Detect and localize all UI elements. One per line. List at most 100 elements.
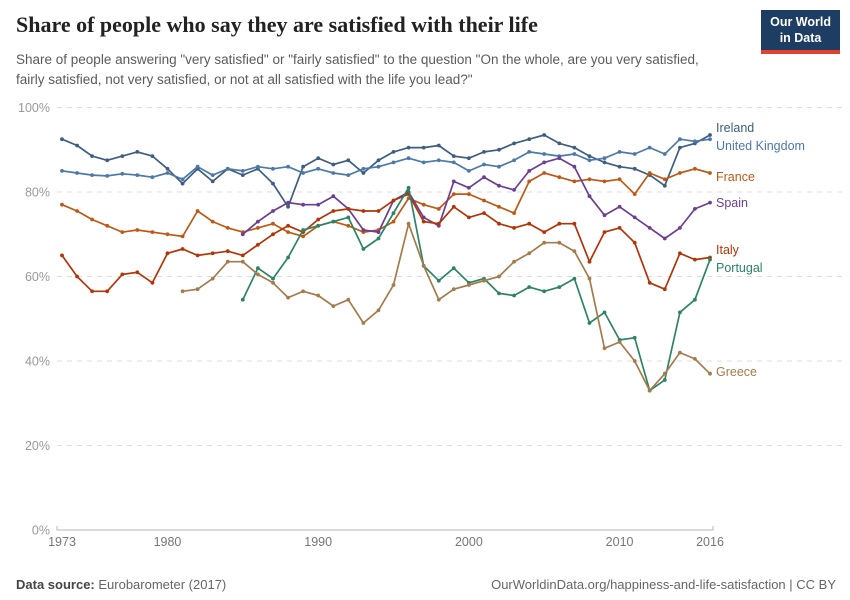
series-point-greece <box>451 287 456 292</box>
series-point-united-kingdom <box>602 156 607 161</box>
series-point-united-kingdom <box>165 171 170 175</box>
series-point-ireland <box>286 204 290 209</box>
series-point-united-kingdom <box>376 164 381 169</box>
y-tick-label-80: 80% <box>25 186 50 200</box>
series-point-greece <box>693 357 697 361</box>
chart-subtitle: Share of people answering "very satisfie… <box>16 52 699 88</box>
y-tick-label-100: 100% <box>18 101 50 115</box>
data-source-value: Eurobarometer (2017) <box>94 577 227 592</box>
series-point-united-kingdom <box>240 169 245 173</box>
series-point-portugal <box>708 257 712 262</box>
series-point-united-kingdom <box>647 145 652 150</box>
series-point-ireland <box>557 141 562 146</box>
series-point-spain <box>647 226 652 230</box>
series-point-ireland <box>527 137 532 142</box>
series-point-portugal <box>632 335 637 340</box>
series-point-portugal <box>240 297 245 302</box>
series-point-ireland <box>572 145 577 150</box>
series-point-spain <box>316 202 321 207</box>
series-label-france[interactable]: France <box>716 170 755 184</box>
series-point-france <box>391 219 396 224</box>
x-tick-label-1980: 1980 <box>154 535 182 549</box>
series-point-france <box>662 177 667 182</box>
credit-link[interactable]: OurWorldinData.org/happiness-and-life-sa… <box>491 577 836 592</box>
series-label-united-kingdom[interactable]: United Kingdom <box>716 139 805 153</box>
series-point-spain <box>587 194 592 199</box>
series-point-france <box>497 204 501 209</box>
series-point-portugal <box>361 247 366 251</box>
series-point-italy <box>451 204 456 209</box>
series-point-united-kingdom <box>195 164 200 169</box>
series-point-greece <box>632 359 637 363</box>
series-line-spain[interactable] <box>242 157 711 240</box>
series-point-united-kingdom <box>286 164 290 169</box>
series-point-united-kingdom <box>135 173 140 178</box>
series-label-portugal[interactable]: Portugal <box>716 261 763 275</box>
series-point-ireland <box>406 145 411 150</box>
series-point-greece <box>527 251 532 256</box>
owid-logo-line1: Our World <box>770 15 831 29</box>
series-point-france <box>451 192 456 197</box>
series-point-spain <box>286 200 290 205</box>
series-point-ireland <box>617 164 622 169</box>
series-point-greece <box>391 283 396 287</box>
series-line-greece[interactable] <box>182 222 711 392</box>
series-point-portugal <box>678 310 682 315</box>
series-point-greece <box>678 350 682 355</box>
series-point-portugal <box>602 310 607 315</box>
series-point-italy <box>120 272 125 277</box>
series-point-france <box>301 234 305 239</box>
series-point-ireland <box>331 162 336 167</box>
data-source-label: Data source: <box>16 577 95 592</box>
series-point-spain <box>482 175 486 180</box>
series-point-italy <box>180 247 185 251</box>
series-point-united-kingdom <box>120 171 125 176</box>
series-label-greece[interactable]: Greece <box>716 365 757 379</box>
series-line-united-kingdom[interactable] <box>61 138 711 181</box>
series-point-italy <box>632 240 637 245</box>
series-point-spain <box>617 204 622 209</box>
series-point-greece <box>180 289 185 294</box>
series-point-united-kingdom <box>482 162 486 167</box>
series-point-italy <box>647 280 652 285</box>
series-point-united-kingdom <box>572 152 577 156</box>
owid-logo[interactable]: Our World in Data <box>761 10 840 55</box>
series-point-ireland <box>662 183 667 188</box>
series-point-greece <box>662 371 667 376</box>
series-point-spain <box>467 185 471 190</box>
series-point-united-kingdom <box>497 164 501 169</box>
series-point-italy <box>421 219 426 224</box>
series-point-italy <box>346 207 351 211</box>
series-point-greece <box>271 280 275 285</box>
series-point-france <box>467 192 471 197</box>
series-point-ireland <box>436 143 441 148</box>
series-point-ireland <box>451 154 456 159</box>
series-point-portugal <box>286 255 290 260</box>
series-label-ireland[interactable]: Ireland <box>716 121 754 135</box>
series-line-italy[interactable] <box>61 193 711 293</box>
series-point-france <box>256 226 260 230</box>
series-point-united-kingdom <box>316 166 321 171</box>
series-point-united-kingdom <box>421 160 426 165</box>
series-line-portugal[interactable] <box>242 186 711 392</box>
series-point-portugal <box>527 285 532 289</box>
series-point-portugal <box>662 378 667 382</box>
series-point-france <box>572 179 577 184</box>
series-point-italy <box>361 209 366 213</box>
series-point-spain <box>240 232 245 237</box>
series-point-spain <box>301 202 305 207</box>
series-point-portugal <box>436 278 441 283</box>
series-point-france <box>75 209 79 213</box>
series-point-spain <box>693 207 697 211</box>
series-point-portugal <box>331 219 336 224</box>
series-line-ireland[interactable] <box>61 134 711 208</box>
series-label-spain[interactable]: Spain <box>716 196 748 210</box>
series-point-greece <box>467 283 471 287</box>
series-point-spain <box>542 160 547 165</box>
series-point-france <box>421 202 426 207</box>
series-point-portugal <box>376 236 381 241</box>
series-point-italy <box>436 221 441 226</box>
series-point-spain <box>376 230 381 235</box>
series-label-italy[interactable]: Italy <box>716 243 740 257</box>
